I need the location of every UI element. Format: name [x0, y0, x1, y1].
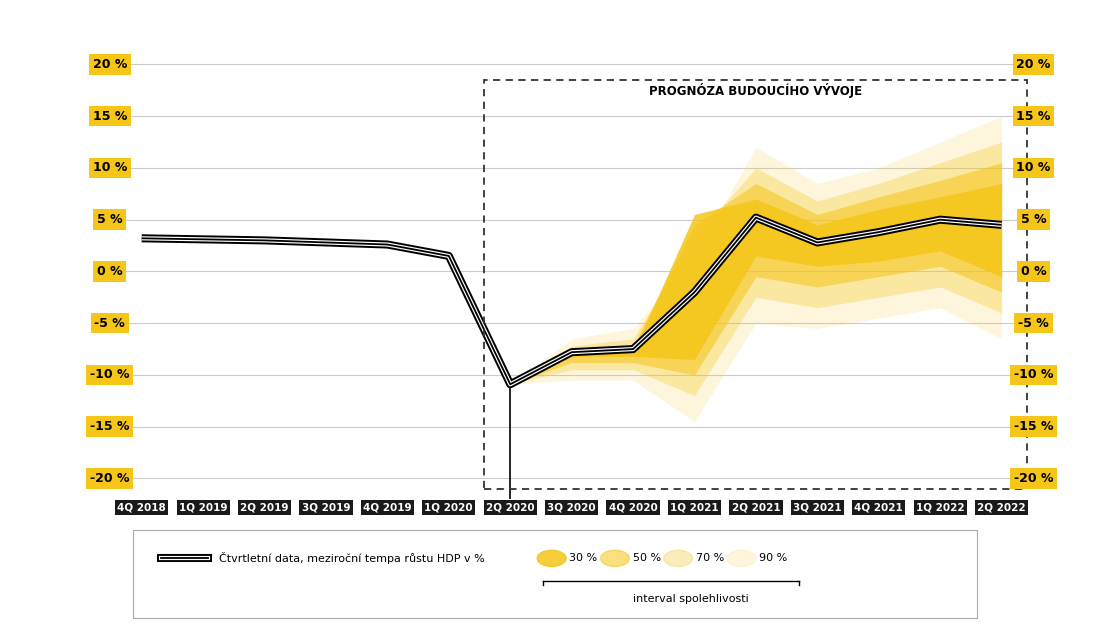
- Text: 70 %: 70 %: [696, 553, 724, 563]
- Text: 3Q 2021: 3Q 2021: [793, 502, 841, 512]
- Text: 0 %: 0 %: [97, 265, 122, 278]
- Text: 15 %: 15 %: [1017, 110, 1051, 123]
- Text: 20 %: 20 %: [1017, 58, 1051, 71]
- Text: 2Q 2019: 2Q 2019: [240, 502, 289, 512]
- Text: 3Q 2019: 3Q 2019: [302, 502, 351, 512]
- Text: 2Q 2020: 2Q 2020: [486, 502, 535, 512]
- Text: 5 %: 5 %: [97, 213, 122, 226]
- Text: 50 %: 50 %: [633, 553, 660, 563]
- Text: 30 %: 30 %: [569, 553, 597, 563]
- Text: -15 %: -15 %: [1013, 420, 1053, 433]
- Text: 1Q 2020: 1Q 2020: [424, 502, 473, 512]
- Text: 15 %: 15 %: [92, 110, 127, 123]
- Text: -20 %: -20 %: [1013, 472, 1053, 485]
- Text: 4Q 2020: 4Q 2020: [608, 502, 657, 512]
- Text: -10 %: -10 %: [1013, 368, 1053, 381]
- Text: -5 %: -5 %: [94, 317, 125, 329]
- Text: 0 %: 0 %: [1021, 265, 1047, 278]
- Text: 10 %: 10 %: [92, 162, 127, 175]
- Text: interval spolehlivosti: interval spolehlivosti: [633, 593, 749, 603]
- Text: PROGNÓZA BUDOUCÍHO VÝVOJE: PROGNÓZA BUDOUCÍHO VÝVOJE: [649, 83, 862, 98]
- Text: 5 %: 5 %: [1021, 213, 1047, 226]
- Text: 20 %: 20 %: [92, 58, 127, 71]
- Text: 1Q 2021: 1Q 2021: [670, 502, 719, 512]
- Text: -20 %: -20 %: [90, 472, 130, 485]
- Text: -5 %: -5 %: [1018, 317, 1049, 329]
- Text: -10 %: -10 %: [90, 368, 130, 381]
- Text: 2Q 2022: 2Q 2022: [977, 502, 1026, 512]
- Text: 10 %: 10 %: [1017, 162, 1051, 175]
- Text: 2Q 2021: 2Q 2021: [731, 502, 780, 512]
- Text: 1Q 2019: 1Q 2019: [179, 502, 228, 512]
- Text: 4Q 2019: 4Q 2019: [363, 502, 412, 512]
- Text: 4Q 2018: 4Q 2018: [118, 502, 166, 512]
- Text: Čtvrtletní data, meziroční tempa růstu HDP v %: Čtvrtletní data, meziroční tempa růstu H…: [219, 552, 484, 564]
- Text: 3Q 2020: 3Q 2020: [547, 502, 596, 512]
- Text: 1Q 2022: 1Q 2022: [916, 502, 965, 512]
- Text: 4Q 2021: 4Q 2021: [855, 502, 904, 512]
- Text: 90 %: 90 %: [759, 553, 787, 563]
- Text: -15 %: -15 %: [90, 420, 130, 433]
